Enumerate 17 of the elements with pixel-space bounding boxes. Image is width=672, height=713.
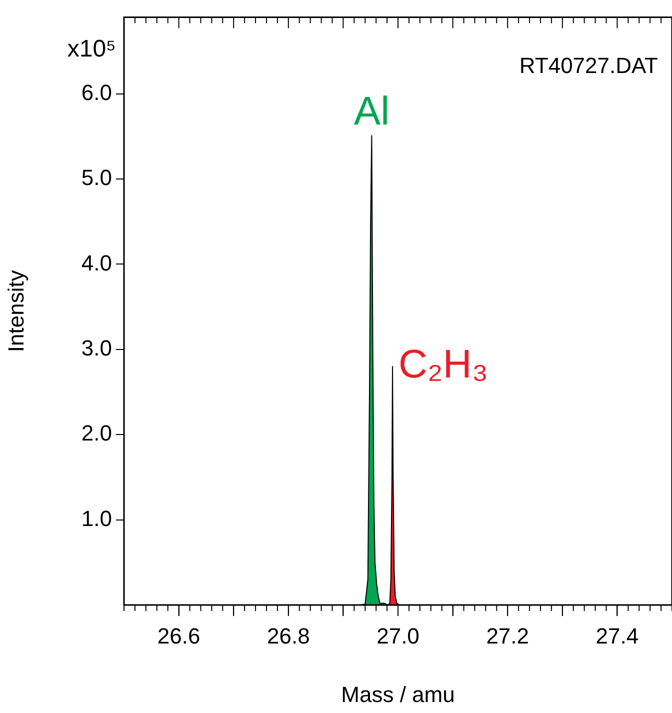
x-axis-title: Mass / amu xyxy=(341,682,455,707)
series-label: Al xyxy=(354,90,390,134)
series-label: C₂H₃ xyxy=(398,342,488,387)
y-tick-label: 3.0 xyxy=(81,335,112,360)
x-tick-label: 26.6 xyxy=(157,623,200,648)
y-tick-label: 1.0 xyxy=(81,506,112,531)
y-tick-label: 4.0 xyxy=(81,250,112,276)
x-tick-label: 27.0 xyxy=(376,623,420,648)
x-tick-label: 26.8 xyxy=(266,623,310,648)
text: x10⁵ xyxy=(67,36,116,63)
x-tick-label: 27.4 xyxy=(596,623,639,648)
x-tick-label: 27.2 xyxy=(486,623,530,648)
y-axis-title: Intensity xyxy=(3,270,28,352)
y-tick-label: 6.0 xyxy=(81,80,112,105)
y-tick-label: 5.0 xyxy=(81,165,112,190)
annotation: RT40727.DAT xyxy=(519,53,658,78)
y-tick-label: 2.0 xyxy=(81,420,112,446)
